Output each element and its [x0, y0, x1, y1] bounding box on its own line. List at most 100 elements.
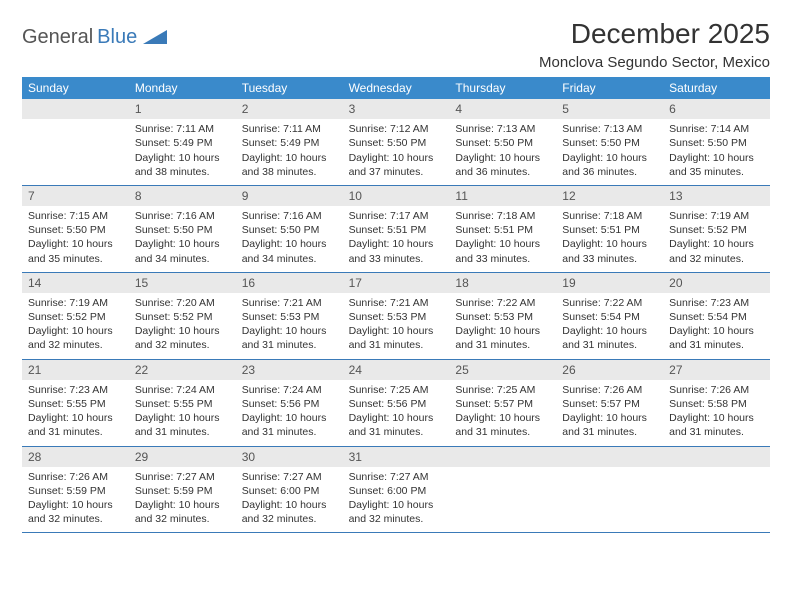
- daylight-line: Daylight: 10 hours and 31 minutes.: [669, 411, 764, 439]
- daylight-line: Daylight: 10 hours and 34 minutes.: [135, 237, 230, 265]
- day-cell: 20Sunrise: 7:23 AMSunset: 5:54 PMDayligh…: [663, 273, 770, 359]
- daylight-line: Daylight: 10 hours and 31 minutes.: [669, 324, 764, 352]
- day-number: .: [22, 99, 129, 119]
- day-cell: 30Sunrise: 7:27 AMSunset: 6:00 PMDayligh…: [236, 447, 343, 533]
- sunset-line: Sunset: 5:57 PM: [562, 397, 657, 411]
- sunset-line: Sunset: 5:59 PM: [28, 484, 123, 498]
- day-number: 8: [129, 186, 236, 206]
- sunrise-line: Sunrise: 7:23 AM: [28, 383, 123, 397]
- day-number: 19: [556, 273, 663, 293]
- day-cell: 1Sunrise: 7:11 AMSunset: 5:49 PMDaylight…: [129, 99, 236, 185]
- day-cell: 28Sunrise: 7:26 AMSunset: 5:59 PMDayligh…: [22, 447, 129, 533]
- sunrise-line: Sunrise: 7:26 AM: [669, 383, 764, 397]
- weeks-container: .1Sunrise: 7:11 AMSunset: 5:49 PMDayligh…: [22, 99, 770, 533]
- page: GeneralBlue December 2025 Monclova Segun…: [0, 0, 792, 543]
- day-number: 5: [556, 99, 663, 119]
- logo-triangle-icon: [143, 26, 167, 49]
- sunrise-line: Sunrise: 7:11 AM: [242, 122, 337, 136]
- day-number: 20: [663, 273, 770, 293]
- sunrise-line: Sunrise: 7:23 AM: [669, 296, 764, 310]
- sunrise-line: Sunrise: 7:27 AM: [242, 470, 337, 484]
- daylight-line: Daylight: 10 hours and 33 minutes.: [562, 237, 657, 265]
- day-number: 6: [663, 99, 770, 119]
- day-number: 31: [343, 447, 450, 467]
- sunrise-line: Sunrise: 7:26 AM: [28, 470, 123, 484]
- day-number: 15: [129, 273, 236, 293]
- day-number: 3: [343, 99, 450, 119]
- day-cell: 26Sunrise: 7:26 AMSunset: 5:57 PMDayligh…: [556, 360, 663, 446]
- day-cell: .: [22, 99, 129, 185]
- sunset-line: Sunset: 5:49 PM: [135, 136, 230, 150]
- sunset-line: Sunset: 5:51 PM: [349, 223, 444, 237]
- sunset-line: Sunset: 5:53 PM: [455, 310, 550, 324]
- sunset-line: Sunset: 5:51 PM: [455, 223, 550, 237]
- day-number: 26: [556, 360, 663, 380]
- logo-text-blue: Blue: [97, 26, 137, 49]
- daylight-line: Daylight: 10 hours and 33 minutes.: [455, 237, 550, 265]
- sunset-line: Sunset: 6:00 PM: [242, 484, 337, 498]
- sunset-line: Sunset: 5:54 PM: [562, 310, 657, 324]
- day-cell: 25Sunrise: 7:25 AMSunset: 5:57 PMDayligh…: [449, 360, 556, 446]
- sunset-line: Sunset: 5:50 PM: [455, 136, 550, 150]
- sunset-line: Sunset: 5:50 PM: [669, 136, 764, 150]
- day-of-week-row: SundayMondayTuesdayWednesdayThursdayFrid…: [22, 77, 770, 99]
- day-cell: 6Sunrise: 7:14 AMSunset: 5:50 PMDaylight…: [663, 99, 770, 185]
- sunset-line: Sunset: 5:51 PM: [562, 223, 657, 237]
- sunrise-line: Sunrise: 7:22 AM: [562, 296, 657, 310]
- daylight-line: Daylight: 10 hours and 38 minutes.: [242, 151, 337, 179]
- title-block: December 2025 Monclova Segundo Sector, M…: [539, 18, 770, 71]
- daylight-line: Daylight: 10 hours and 32 minutes.: [28, 498, 123, 526]
- daylight-line: Daylight: 10 hours and 36 minutes.: [455, 151, 550, 179]
- daylight-line: Daylight: 10 hours and 32 minutes.: [349, 498, 444, 526]
- day-cell: 19 Sunrise: 7:22 AMSunset: 5:54 PMDayligh…: [556, 273, 663, 359]
- day-cell: 24Sunrise: 7:25 AMSunset: 5:56 PMDayligh…: [343, 360, 450, 446]
- day-cell: 15Sunrise: 7:20 AMSunset: 5:52 PMDayligh…: [129, 273, 236, 359]
- day-number: 17: [343, 273, 450, 293]
- daylight-line: Daylight: 10 hours and 31 minutes.: [562, 324, 657, 352]
- day-cell: 21Sunrise: 7:23 AMSunset: 5:55 PMDayligh…: [22, 360, 129, 446]
- sunset-line: Sunset: 5:57 PM: [455, 397, 550, 411]
- sunset-line: Sunset: 6:00 PM: [349, 484, 444, 498]
- sunrise-line: Sunrise: 7:13 AM: [455, 122, 550, 136]
- daylight-line: Daylight: 10 hours and 31 minutes.: [455, 324, 550, 352]
- day-cell: .: [663, 447, 770, 533]
- sunrise-line: Sunrise: 7:27 AM: [349, 470, 444, 484]
- day-number: 18: [449, 273, 556, 293]
- day-number: .: [556, 447, 663, 467]
- daylight-line: Daylight: 10 hours and 35 minutes.: [28, 237, 123, 265]
- day-number: 1: [129, 99, 236, 119]
- daylight-line: Daylight: 10 hours and 32 minutes.: [135, 324, 230, 352]
- sunrise-line: Sunrise: 7:12 AM: [349, 122, 444, 136]
- day-number: 12: [556, 186, 663, 206]
- day-cell: 5Sunrise: 7:13 AMSunset: 5:50 PMDaylight…: [556, 99, 663, 185]
- dow-cell: Wednesday: [343, 77, 450, 99]
- day-cell: 16Sunrise: 7:21 AMSunset: 5:53 PMDayligh…: [236, 273, 343, 359]
- day-number: 24: [343, 360, 450, 380]
- daylight-line: Daylight: 10 hours and 32 minutes.: [669, 237, 764, 265]
- day-cell: 3Sunrise: 7:12 AMSunset: 5:50 PMDaylight…: [343, 99, 450, 185]
- daylight-line: Daylight: 10 hours and 36 minutes.: [562, 151, 657, 179]
- week-row: 21Sunrise: 7:23 AMSunset: 5:55 PMDayligh…: [22, 360, 770, 447]
- sunset-line: Sunset: 5:50 PM: [135, 223, 230, 237]
- daylight-line: Daylight: 10 hours and 32 minutes.: [135, 498, 230, 526]
- day-number: .: [663, 447, 770, 467]
- sunset-line: Sunset: 5:59 PM: [135, 484, 230, 498]
- header: GeneralBlue December 2025 Monclova Segun…: [22, 18, 770, 71]
- week-row: 7Sunrise: 7:15 AMSunset: 5:50 PMDaylight…: [22, 186, 770, 273]
- sunrise-line: Sunrise: 7:15 AM: [28, 209, 123, 223]
- daylight-line: Daylight: 10 hours and 32 minutes.: [242, 498, 337, 526]
- day-number: 16: [236, 273, 343, 293]
- sunset-line: Sunset: 5:52 PM: [28, 310, 123, 324]
- sunset-line: Sunset: 5:50 PM: [242, 223, 337, 237]
- day-cell: 12Sunrise: 7:18 AMSunset: 5:51 PMDayligh…: [556, 186, 663, 272]
- sunset-line: Sunset: 5:49 PM: [242, 136, 337, 150]
- week-row: 28Sunrise: 7:26 AMSunset: 5:59 PMDayligh…: [22, 447, 770, 534]
- week-row: .1Sunrise: 7:11 AMSunset: 5:49 PMDayligh…: [22, 99, 770, 186]
- sunrise-line: Sunrise: 7:21 AM: [242, 296, 337, 310]
- day-cell: 22Sunrise: 7:24 AMSunset: 5:55 PMDayligh…: [129, 360, 236, 446]
- sunrise-line: Sunrise: 7:19 AM: [28, 296, 123, 310]
- day-cell: 2Sunrise: 7:11 AMSunset: 5:49 PMDaylight…: [236, 99, 343, 185]
- sunset-line: Sunset: 5:55 PM: [135, 397, 230, 411]
- month-title: December 2025: [539, 18, 770, 50]
- sunrise-line: Sunrise: 7:13 AM: [562, 122, 657, 136]
